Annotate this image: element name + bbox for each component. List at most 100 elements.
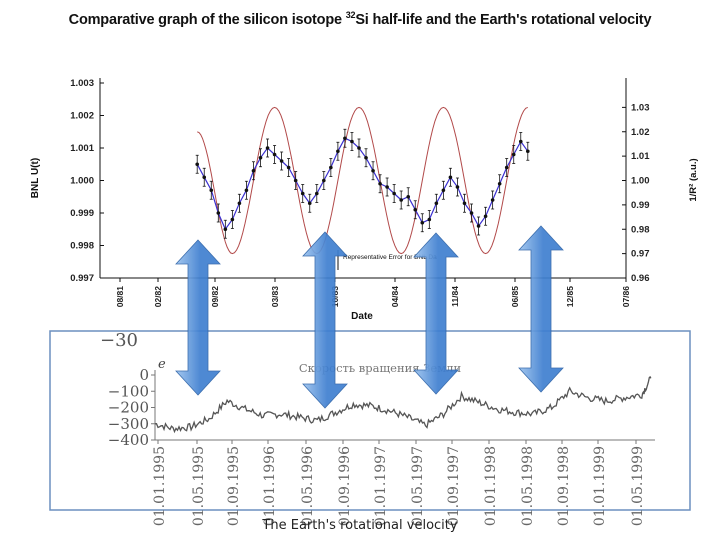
double-arrow [302,231,348,409]
data-point [469,211,474,215]
inset-y-tick-label: −200 [108,399,149,417]
y-tick-label: 1.002 [70,111,94,122]
x-tick-label: 03/83 [270,286,280,308]
inset-y-tick-label: −300 [108,415,149,433]
data-point [293,178,298,183]
x-tick-label: 12/85 [565,286,575,308]
inset-x-tick-label: 01.05.1995 [191,446,207,526]
data-point [343,136,347,141]
inset-x-tick-label: 01.01.1996 [262,446,278,526]
top-axes: 0.9970.9980.9991.0001.0011.0021.0030.960… [70,78,650,307]
title-text-end: Si half-life and the Earth's rotational … [355,11,652,28]
title-text: Comparative graph of the silicon isotope [68,11,346,28]
inset-x-tick-label: 01.09.1998 [556,446,572,526]
data-point [504,165,509,170]
representative-error-label: Representative Error for BNL Da [343,254,437,261]
data-point [385,185,389,189]
inset-x-tick-label: 01.01.1995 [152,446,168,526]
data-point [209,188,214,193]
y-tick-label: 0.997 [70,273,94,284]
data-point [497,181,502,186]
y-tick-label-right: 0.99 [631,200,650,211]
data-point [413,207,418,212]
double-arrow [518,225,564,393]
x-tick-label: 11/84 [450,286,460,307]
data-point [322,178,326,183]
data-point [483,214,488,219]
data-point [434,201,439,206]
correspondence-arrows [175,225,564,409]
data-point [300,191,305,196]
inset-x-tick-label: 01.09.1996 [337,446,353,526]
data-point [455,185,460,189]
data-point [371,168,375,173]
data-point [307,201,312,206]
data-point [244,188,249,193]
y-tick-label-right: 1.01 [631,151,650,162]
data-point [350,139,354,144]
data-point [490,198,495,202]
data-point [511,152,516,157]
rotation-series [154,375,652,434]
y-tick-label: 1.000 [70,176,94,187]
top-plot-area [155,83,570,278]
y-tick-label: 0.998 [70,241,94,252]
inset-x-tick-label: 01.05.1997 [410,446,426,526]
data-point [223,227,228,232]
inset-y-tick-label: −400 [108,431,149,449]
data-point [525,149,530,154]
data-point [279,159,284,163]
data-point [216,211,221,215]
inset-y-tick-label: 0 [139,366,149,384]
inset-x-tick-label: 01.09.1997 [446,446,462,526]
x-tick-label: 02/82 [153,286,163,308]
data-point [399,198,403,202]
data-point [265,146,270,150]
data-point [427,217,432,222]
slide-title: Comparative graph of the silicon isotope… [0,10,720,28]
inset-x-tick-label: 01.01.1997 [373,446,389,526]
y-tick-label-right: 1.02 [631,127,650,138]
data-point [202,175,207,180]
inset-x-tick-label: 01.09.1995 [226,446,242,526]
data-point [237,201,242,206]
y-tick-label-right: 0.98 [631,224,650,235]
y-tick-label-right: 0.97 [631,249,650,260]
isotope-halflife-chart: 0.9970.9980.9991.0001.0011.0021.0030.960… [30,78,699,322]
data-point [364,155,368,160]
y-tick-label-right: 1.03 [631,102,650,113]
data-point [448,175,453,180]
y-axis-label-left: BNL U(t) [30,158,41,198]
inset-x-tick-label: 01.01.1998 [483,446,499,526]
measurement-series [195,128,530,270]
y-tick-label: 0.999 [70,208,94,219]
data-point [378,181,382,186]
data-point [230,217,235,222]
y-axis-label-right: 1/R² (a.u.) [688,158,699,201]
rotation-line [154,375,652,434]
inset-y-label: e [158,357,166,372]
y-axis-tick-label: −30 [100,330,138,351]
data-point [518,139,523,144]
y-tick-label: 1.001 [70,143,94,154]
inset-x-tick-label: 01.05.1996 [300,446,316,526]
inset-frame [49,330,691,511]
x-tick-label: 09/82 [210,286,220,308]
footer-caption: The Earth's rotational velocity [262,518,458,533]
data-point [476,224,481,228]
double-arrow [175,239,221,396]
double-arrow [413,232,459,395]
data-point [195,162,200,167]
data-point [258,155,263,160]
data-point [329,165,333,170]
y-tick-label: 1.003 [70,78,94,89]
x-axis-label: Date [351,311,373,322]
inset-x-tick-label: 01.05.1998 [520,446,536,526]
measurement-line [196,137,529,231]
data-point [392,191,396,196]
x-tick-label: 04/84 [390,286,400,308]
y-tick-label-right: 1.00 [631,176,650,187]
x-tick-label: 07/86 [621,286,631,308]
